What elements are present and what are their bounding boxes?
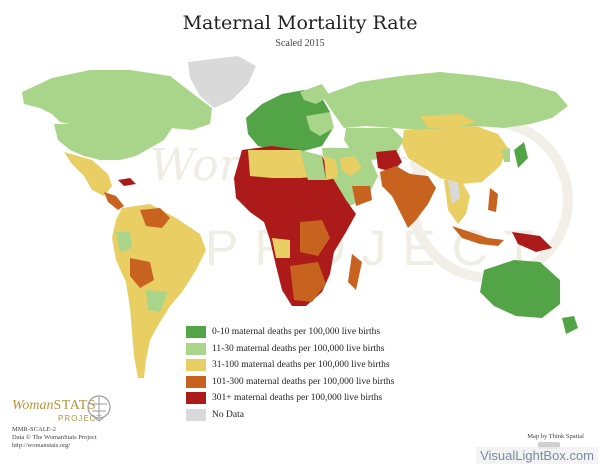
map-code: MMR-SCALE-2 <box>12 426 57 433</box>
region-central-africa <box>300 220 330 256</box>
site-watermark: VisualLightBox.com <box>476 447 598 464</box>
region-canada <box>22 70 212 130</box>
brand-suffix: STATS <box>53 398 97 413</box>
region-iraq-syria <box>340 156 362 176</box>
region-papua <box>512 232 552 252</box>
brand-logo-icon <box>87 395 111 422</box>
region-southern-africa <box>290 262 326 302</box>
legend-label: No Data <box>212 409 244 420</box>
region-mexico <box>64 152 112 196</box>
legend-swatch <box>186 326 206 338</box>
legend-item-0-10: 0-10 maternal deaths per 100,000 live bi… <box>186 325 394 339</box>
region-haiti <box>118 178 136 186</box>
region-europe <box>246 90 332 152</box>
legend-swatch <box>186 342 206 355</box>
region-uruguay <box>146 290 168 312</box>
region-myanmar-nodata <box>448 180 460 204</box>
region-new-zealand <box>562 316 578 334</box>
legend-item-no-data: No Data <box>186 408 394 422</box>
legend-item-301-plus: 301+ maternal deaths per 100,000 live bi… <box>186 391 394 405</box>
legend-label: 11-30 maternal deaths per 100,000 live b… <box>212 343 385 354</box>
legend-item-11-30: 11-30 maternal deaths per 100,000 live b… <box>186 342 394 356</box>
map-credit: Map by Think Spatial <box>527 433 584 440</box>
region-yemen <box>352 186 372 206</box>
region-australia <box>480 260 560 318</box>
brand-prefix: Woman <box>12 398 54 413</box>
cc-license-badge <box>538 442 560 449</box>
region-scandinavia-north <box>300 84 330 104</box>
legend-item-31-100: 31-100 maternal deaths per 100,000 live … <box>186 358 394 372</box>
region-russia <box>322 72 568 130</box>
region-bolivia <box>130 258 154 288</box>
legend-label: 0-10 maternal deaths per 100,000 live bi… <box>212 327 381 337</box>
region-central-america <box>104 192 124 210</box>
legend-label: 301+ maternal deaths per 100,000 live bi… <box>212 393 383 404</box>
region-gabon <box>272 238 290 258</box>
legend-swatch <box>186 392 206 405</box>
region-greenland <box>188 56 256 108</box>
legend-label: 31-100 maternal deaths per 100,000 live … <box>212 360 390 371</box>
map-title: Maternal Mortality Rate <box>182 12 418 34</box>
legend-label: 101-300 maternal deaths per 100,000 live… <box>212 376 395 387</box>
region-south-america <box>112 204 206 378</box>
region-egypt <box>324 156 338 180</box>
watermark-text-bottom: PROJECT <box>205 220 550 276</box>
region-mongolia <box>420 114 476 128</box>
data-credit: Data © The WomanStats Project <box>12 434 97 441</box>
region-korea <box>502 148 510 162</box>
region-south-asia <box>380 166 436 228</box>
region-philippines <box>488 188 498 212</box>
legend-swatch <box>186 408 206 421</box>
region-libya <box>300 150 326 180</box>
region-madagascar <box>348 254 362 290</box>
brand-project-text: PROJECT <box>58 414 103 423</box>
region-china <box>402 126 508 184</box>
brand-logo-text: WomanSTATS <box>12 398 96 414</box>
region-japan <box>514 142 528 168</box>
legend-item-101-300: 101-300 maternal deaths per 100,000 live… <box>186 375 394 389</box>
legend-swatch <box>186 359 206 372</box>
region-eastern-europe <box>306 112 334 136</box>
map-subtitle: Scaled 2015 <box>275 38 325 49</box>
source-url: http://womanstats.org/ <box>12 442 71 449</box>
legend: 0-10 maternal deaths per 100,000 live bi… <box>186 325 394 425</box>
region-africa <box>234 146 356 306</box>
region-venezuela-guyana <box>140 208 170 228</box>
legend-swatch <box>186 375 206 388</box>
region-indonesia <box>452 226 504 246</box>
region-ecuador <box>116 232 132 252</box>
region-usa <box>54 124 172 160</box>
